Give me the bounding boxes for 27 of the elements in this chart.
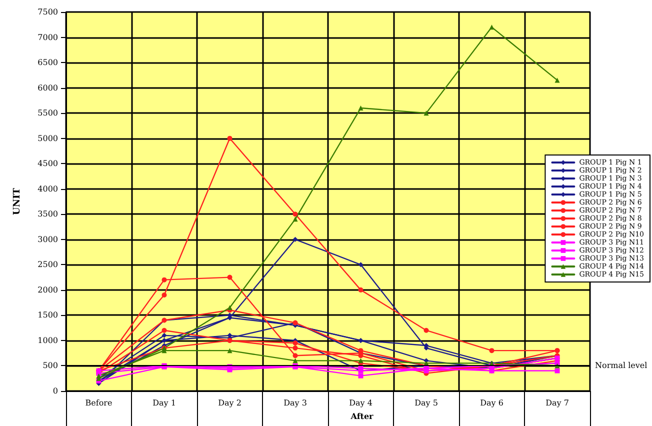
- ref-line-label: Normal level: [595, 361, 648, 370]
- x-tick-label: Day 2: [218, 398, 242, 408]
- x-tick-label: Day 5: [414, 398, 438, 408]
- x-tick-label: Day 1: [152, 398, 176, 408]
- y-tick-label: 7000: [38, 32, 58, 42]
- y-tick-label: 2500: [38, 260, 58, 270]
- y-tick-label: 3000: [38, 234, 58, 244]
- y-tick-label: 500: [42, 361, 58, 370]
- y-tick-label: 6500: [38, 58, 58, 68]
- y-tick-label: 1000: [38, 336, 58, 345]
- text: After: [350, 411, 374, 421]
- y-tick-label: 5000: [38, 134, 58, 143]
- y-tick-label: 1500: [38, 310, 58, 320]
- x-tick-label: Day 7: [546, 398, 569, 408]
- x-tick-label: Day 3: [284, 398, 307, 408]
- y-tick-label: 0: [52, 386, 58, 396]
- y-tick-label: 2000: [38, 285, 58, 294]
- y-tick-label: 3500: [38, 210, 58, 219]
- y-tick-label: 7500: [38, 8, 58, 16]
- x-tick-label: Before: [85, 398, 112, 408]
- y-axis-title: UNIT: [12, 188, 22, 215]
- y-tick-label: 6000: [38, 83, 58, 92]
- x-tick-label: Day 4: [349, 398, 372, 408]
- y-tick-label: 4500: [38, 159, 58, 168]
- y-tick-label: 4000: [38, 184, 58, 194]
- x-tick-label: Day 6: [480, 398, 504, 408]
- y-tick-label: 5500: [38, 108, 58, 118]
